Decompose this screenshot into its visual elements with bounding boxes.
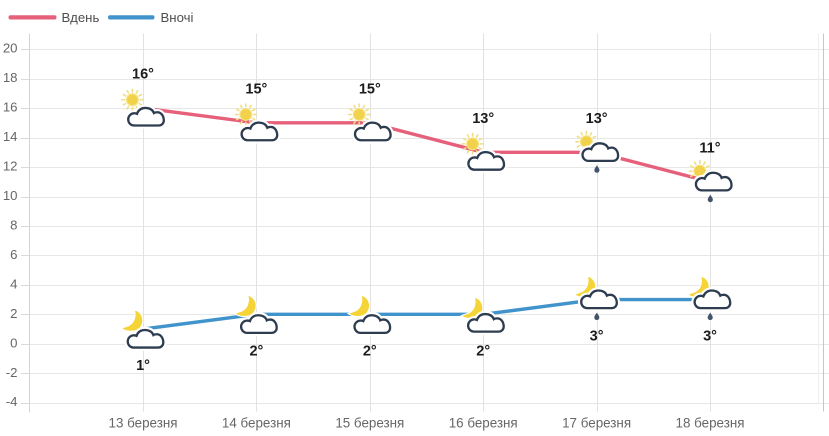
- svg-text:18 березня: 18 березня: [676, 416, 745, 431]
- svg-text:10: 10: [3, 188, 18, 203]
- svg-text:0: 0: [10, 335, 17, 350]
- svg-text:-2: -2: [6, 365, 18, 380]
- svg-text:14 березня: 14 березня: [222, 416, 291, 431]
- svg-text:2°: 2°: [476, 343, 490, 359]
- svg-text:8: 8: [10, 217, 17, 232]
- svg-text:12: 12: [3, 159, 18, 174]
- svg-text:16°: 16°: [132, 67, 154, 83]
- svg-text:13°: 13°: [586, 111, 608, 127]
- svg-text:1°: 1°: [136, 358, 150, 374]
- svg-text:4: 4: [10, 276, 17, 291]
- svg-text:15°: 15°: [245, 81, 267, 97]
- svg-text:16 березня: 16 березня: [449, 416, 518, 431]
- svg-text:13 березня: 13 березня: [109, 416, 178, 431]
- svg-text:13°: 13°: [472, 111, 494, 127]
- svg-text:20: 20: [3, 41, 18, 56]
- svg-text:Вдень: Вдень: [62, 10, 100, 25]
- svg-text:2°: 2°: [249, 343, 263, 359]
- svg-text:3°: 3°: [703, 329, 717, 345]
- svg-text:17 березня: 17 березня: [562, 416, 631, 431]
- svg-text:Вночі: Вночі: [161, 10, 194, 25]
- svg-text:6: 6: [10, 247, 17, 262]
- svg-text:-4: -4: [6, 394, 18, 409]
- svg-text:18: 18: [3, 70, 18, 85]
- svg-text:16: 16: [3, 100, 18, 115]
- svg-text:15 березня: 15 березня: [335, 416, 404, 431]
- svg-text:15°: 15°: [359, 81, 381, 97]
- svg-text:3°: 3°: [590, 329, 604, 345]
- svg-text:2°: 2°: [363, 343, 377, 359]
- svg-text:14: 14: [3, 129, 18, 144]
- svg-text:11°: 11°: [699, 140, 720, 156]
- svg-text:2: 2: [10, 306, 17, 321]
